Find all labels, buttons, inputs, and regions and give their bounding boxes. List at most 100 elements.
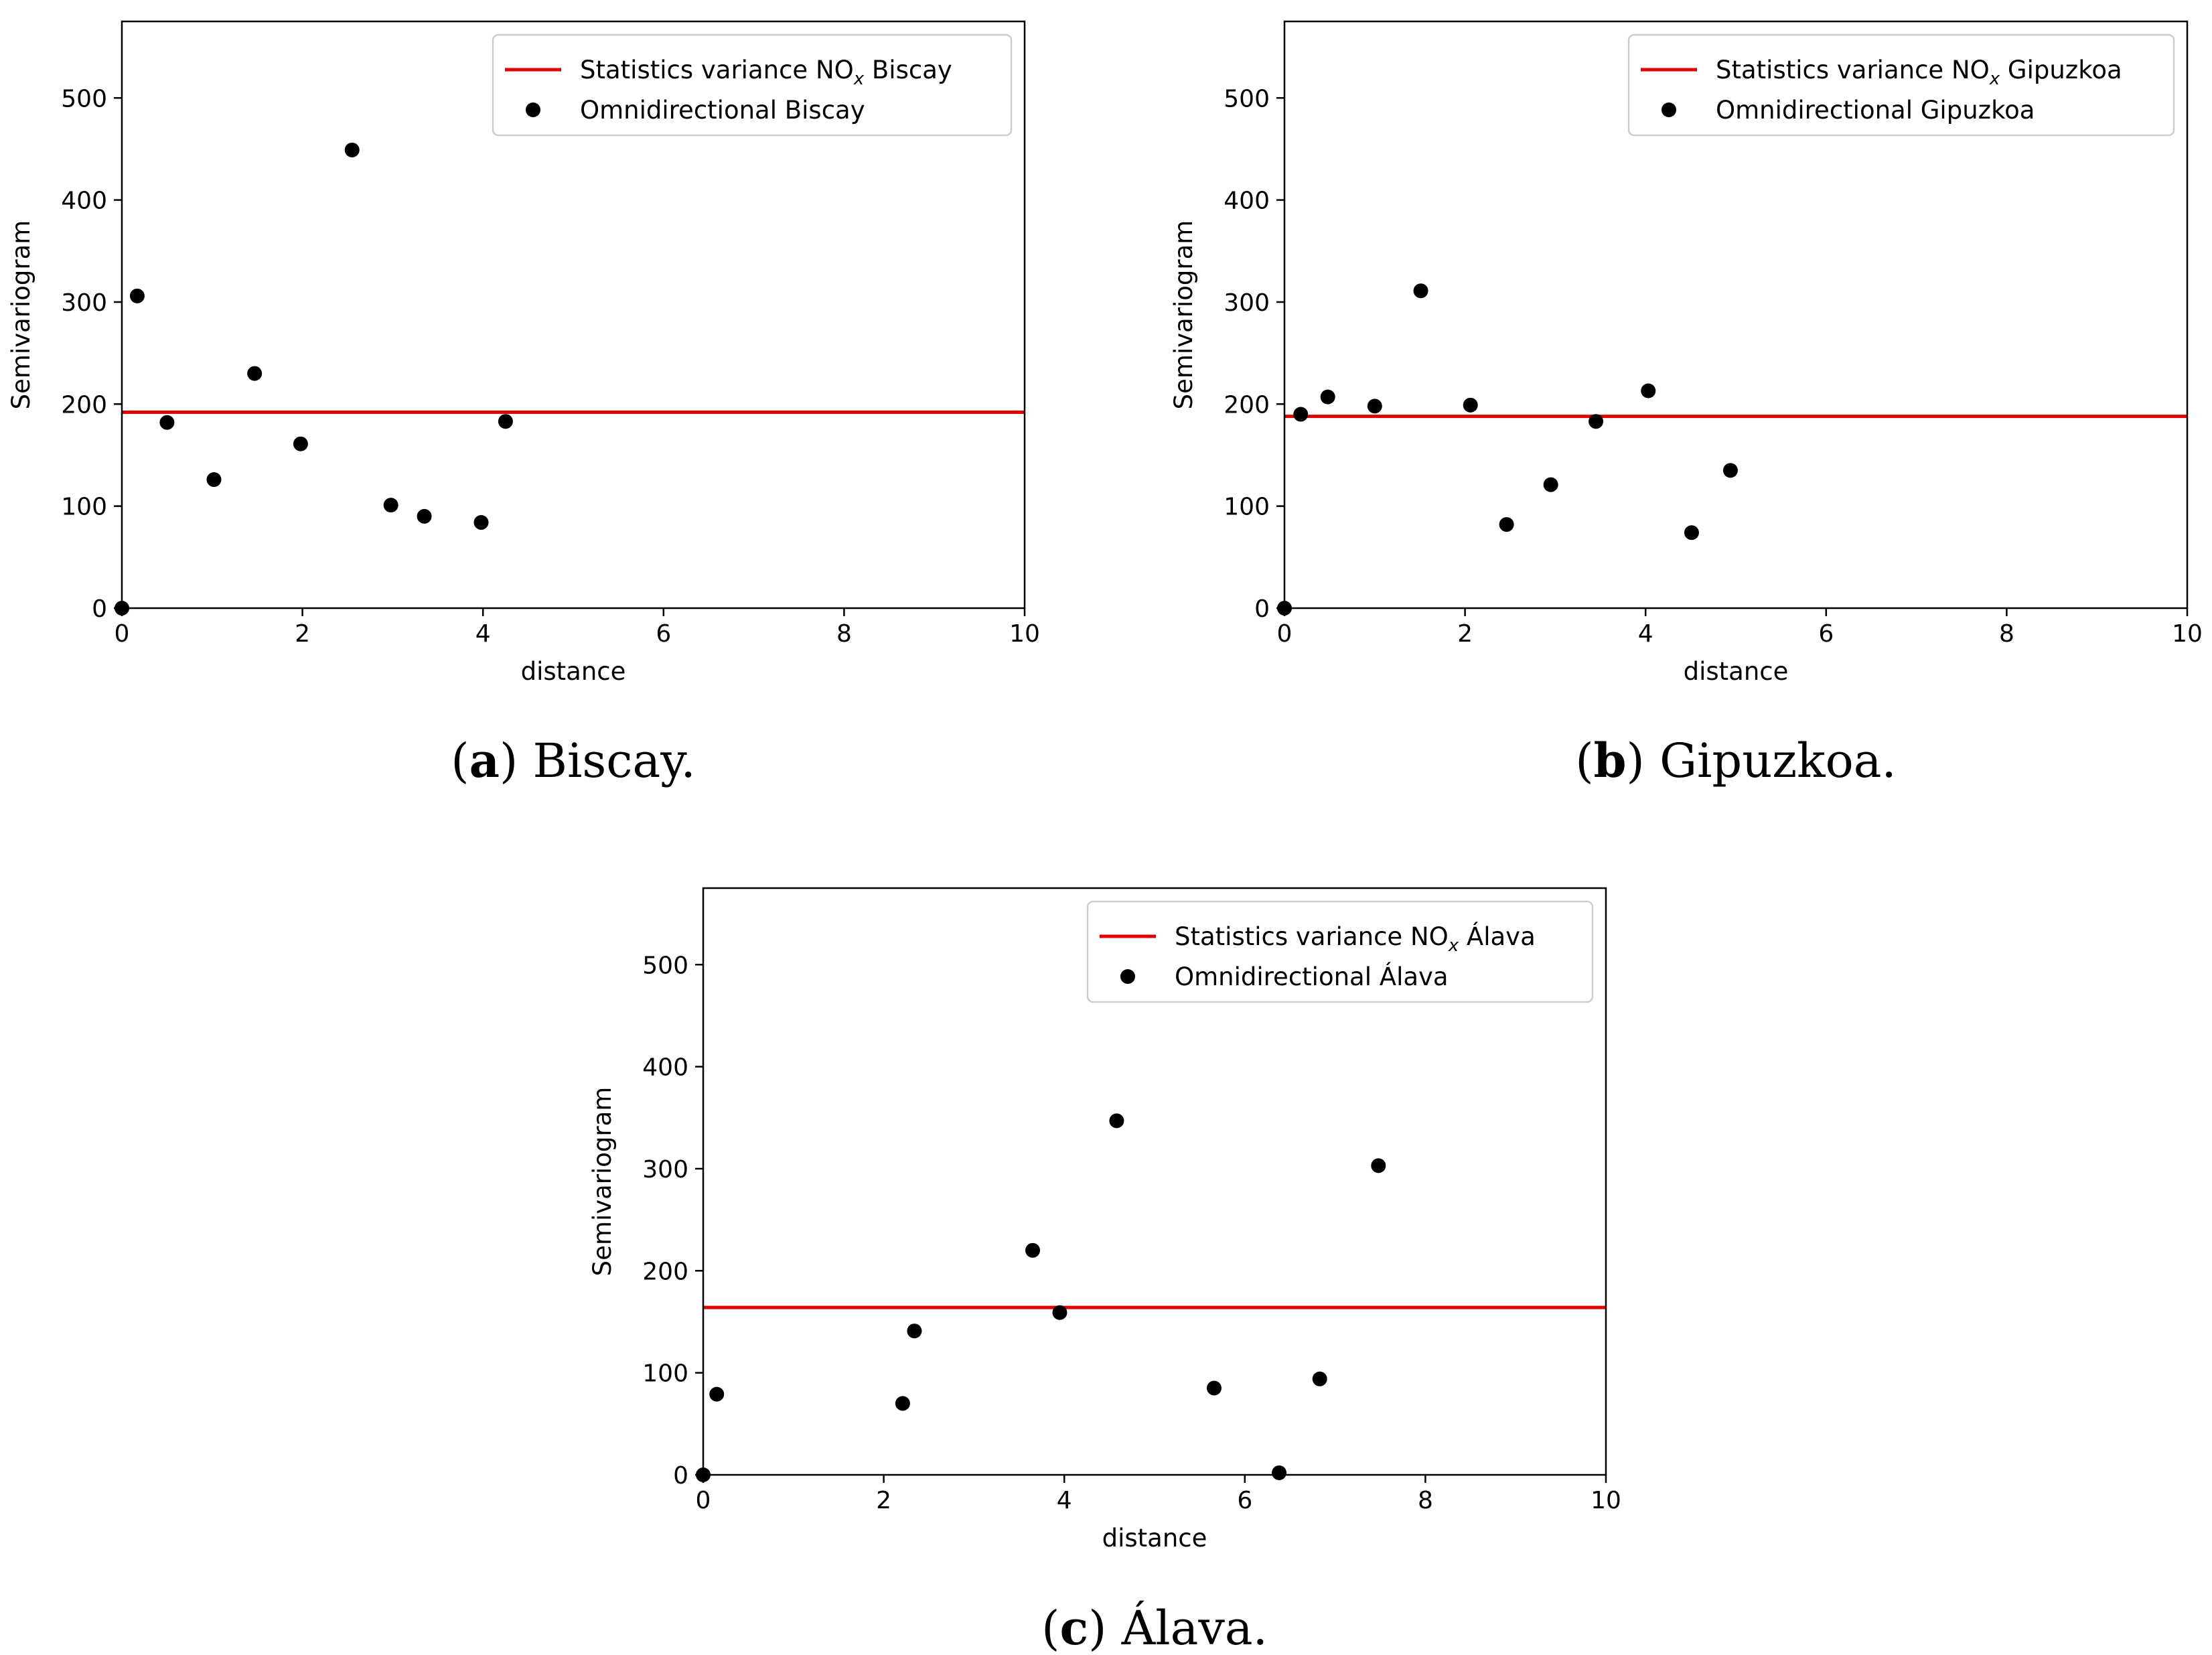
data-point [1320, 389, 1335, 405]
legend-variance-subscript: x [1989, 69, 2000, 89]
data-point [1025, 1242, 1041, 1258]
plot-frame [702, 887, 1607, 1476]
data-point [1684, 525, 1699, 541]
y-tick-label: 400 [1224, 188, 1270, 215]
data-point [1589, 414, 1604, 429]
y-tick-label: 0 [92, 595, 107, 623]
caption-open: ( [451, 733, 469, 788]
legend-variance-prefix: Statistics variance NO [1175, 922, 1449, 951]
x-tick-label: 8 [1999, 620, 2014, 648]
data-point [1543, 477, 1558, 492]
x-tick-label: 0 [696, 1487, 711, 1514]
y-tick-label: 200 [61, 391, 107, 419]
x-tick-label: 8 [836, 620, 852, 648]
x-tick-label: 2 [1457, 620, 1473, 648]
legend-variance-prefix: Statistics variance NO [580, 56, 854, 84]
caption-letter: a [469, 733, 500, 788]
y-tick-label: 0 [673, 1462, 688, 1490]
x-tick-label: 4 [1638, 620, 1653, 648]
legend-series-label: Omnidirectional Biscay [580, 96, 865, 125]
chart-panel-3: 0 2 4 6 8 100100200300400500distanceSemivario… [588, 887, 1621, 1655]
caption-close: ) [500, 733, 518, 788]
caption-close: ) [1088, 1601, 1106, 1655]
legend-variance-label: Statistics variance NOx Álava [1175, 922, 1536, 956]
caption-text: Biscay. [518, 733, 695, 788]
data-point [1109, 1113, 1124, 1129]
x-tick-label: 10 [2172, 620, 2203, 648]
data-point [1293, 407, 1309, 422]
x-tick-label: 0 [115, 620, 130, 648]
legend-point-swatch [1120, 969, 1135, 984]
x-tick-label: 6 [1237, 1487, 1252, 1514]
plot-frame [121, 20, 1026, 609]
data-point [293, 436, 308, 451]
caption-letter: b [1594, 733, 1627, 788]
x-tick-label: 0 [1277, 620, 1293, 648]
y-tick-label: 400 [642, 1054, 688, 1082]
legend: Statistics variance NOx Álava Omnidirecti… [1086, 900, 1594, 1003]
data-point [1367, 399, 1382, 414]
y-tick-label: 400 [61, 188, 107, 215]
caption-close: ) [1627, 733, 1645, 788]
legend-series-label: Omnidirectional Gipuzkoa [1716, 96, 2035, 125]
data-point [1722, 463, 1738, 478]
x-tick-label: 10 [1009, 620, 1040, 648]
y-tick-label: 100 [642, 1360, 688, 1388]
y-tick-label: 500 [642, 952, 688, 979]
legend-variance-suffix: Biscay [864, 56, 952, 84]
data-point [383, 498, 398, 513]
data-point [1641, 383, 1656, 399]
y-tick-label: 300 [1224, 289, 1270, 317]
legend-series-label: Omnidirectional Álava [1175, 962, 1449, 991]
x-tick-label: 6 [1818, 620, 1834, 648]
data-point [417, 508, 432, 524]
figure-caption: (c) Álava. [1041, 1600, 1268, 1655]
caption-open: ( [1041, 1601, 1059, 1655]
y-tick-label: 0 [1254, 595, 1270, 623]
legend-box [492, 33, 1013, 137]
data-point [1413, 283, 1428, 299]
figure-caption: (a) Biscay. [451, 733, 695, 788]
data-point [1499, 517, 1514, 532]
legend-variance-subscript: x [1448, 936, 1459, 956]
caption-open: ( [1575, 733, 1593, 788]
x-tick-label: 4 [475, 620, 491, 648]
y-tick-label: 100 [61, 494, 107, 521]
data-point [206, 472, 222, 488]
legend-variance-label: Statistics variance NOx Gipuzkoa [1716, 56, 2122, 89]
legend-point-swatch [1662, 102, 1676, 117]
y-tick-label: 500 [61, 85, 107, 113]
data-point [473, 515, 489, 530]
legend-variance-label: Statistics variance NOx Biscay [580, 56, 952, 89]
legend-variance-subscript: x [853, 69, 865, 89]
y-tick-label: 300 [642, 1156, 688, 1183]
legend-box [1627, 33, 2175, 137]
y-tick-label: 500 [1224, 85, 1270, 113]
legend-variance-suffix: Gipuzkoa [2000, 56, 2122, 84]
x-tick-label: 10 [1591, 1487, 1621, 1514]
legend-variance-suffix: Álava [1459, 922, 1536, 951]
data-point [1371, 1158, 1386, 1173]
caption-letter: c [1059, 1600, 1088, 1655]
data-point [1463, 397, 1478, 413]
data-point [1312, 1371, 1327, 1386]
y-tick-label: 300 [61, 289, 107, 317]
legend: Statistics variance NOx Gipuzkoa Omnidire… [1627, 33, 2175, 137]
x-axis-label: distance [1684, 657, 1789, 686]
caption-text: Álava. [1106, 1601, 1267, 1655]
x-tick-label: 6 [656, 620, 671, 648]
data-point [498, 414, 513, 429]
plot-frame [1283, 20, 2189, 609]
x-tick-label: 2 [876, 1487, 891, 1514]
y-axis-label: Semivariogram [7, 220, 35, 410]
legend-point-swatch [526, 102, 540, 117]
data-point [1272, 1465, 1287, 1480]
x-tick-label: 4 [1057, 1487, 1072, 1514]
x-tick-label: 2 [295, 620, 310, 648]
x-axis-label: distance [521, 657, 626, 686]
y-tick-label: 200 [1224, 391, 1270, 419]
figure-caption: (b) Gipuzkoa. [1575, 733, 1896, 788]
y-axis-label: Semivariogram [588, 1087, 617, 1277]
data-point [1052, 1305, 1067, 1320]
